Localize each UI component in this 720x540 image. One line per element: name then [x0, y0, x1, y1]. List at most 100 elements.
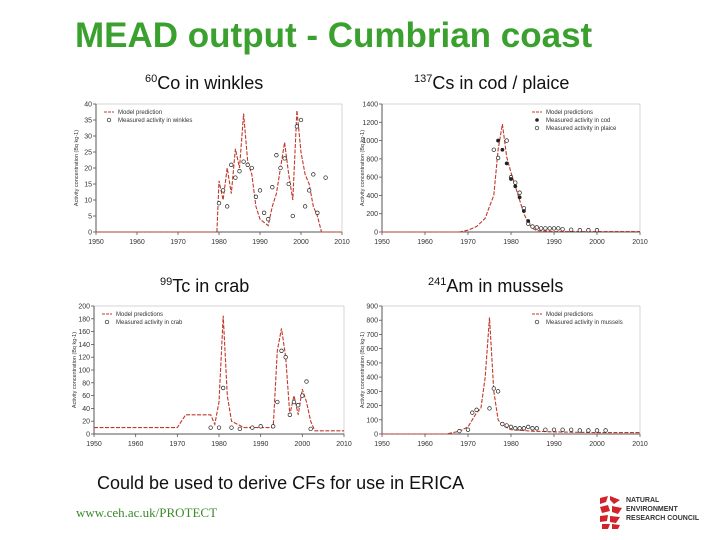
panel-title-am241: 241Am in mussels — [428, 276, 563, 297]
x-tick-label: 1970 — [460, 441, 476, 448]
measured-point — [474, 407, 479, 412]
y-tick-label: 0 — [374, 230, 378, 237]
measured-point — [237, 169, 242, 174]
measured-point — [257, 188, 263, 193]
model-prediction-line — [382, 317, 640, 435]
legend-marker-open — [104, 319, 110, 325]
measured-point — [270, 185, 275, 190]
panel-title-text: Am in mussels — [446, 276, 564, 296]
measured-point-cod — [496, 138, 500, 143]
isotope-mass: 241 — [428, 276, 447, 288]
y-tick-label: 200 — [366, 211, 378, 218]
measured-point — [530, 426, 535, 431]
legend-marker-open — [534, 125, 540, 131]
y-tick-label: 200 — [366, 403, 378, 410]
x-tick-label: 2010 — [334, 239, 350, 246]
measured-point — [216, 425, 222, 430]
y-tick-label: 35 — [84, 118, 92, 125]
x-tick-label: 1970 — [170, 239, 186, 246]
plot-area — [95, 103, 343, 233]
measured-point — [569, 427, 574, 432]
measured-point — [491, 386, 496, 391]
chart-co60: 0 5 10 15 20 25 30 35 40 1950 1960 1970 1980 1990 2000… — [74, 102, 350, 247]
y-tick-label: 0 — [88, 230, 92, 237]
measured-point — [500, 421, 505, 427]
measured-point — [521, 426, 527, 431]
measured-point — [311, 172, 316, 177]
measured-point — [229, 162, 234, 167]
y-tick-label: 140 — [78, 342, 90, 349]
measured-point — [302, 204, 308, 209]
measured-point — [221, 385, 226, 391]
y-tick-label: 0 — [86, 432, 90, 439]
legend-entry: Measured activity in cod — [546, 118, 610, 124]
x-tick-label: 1950 — [374, 239, 390, 246]
measured-point — [323, 175, 328, 180]
y-axis-label: Activity concentration (Bq kg-1) — [360, 130, 366, 206]
logo-line: NATURAL — [626, 497, 660, 504]
legend-entry: Model predictions — [116, 312, 163, 318]
y-tick-label: 300 — [366, 389, 378, 396]
measured-point — [470, 410, 475, 415]
y-tick-label: 400 — [366, 375, 378, 382]
measured-point — [534, 225, 539, 230]
measured-point — [534, 426, 539, 431]
x-tick-label: 1960 — [128, 441, 144, 448]
measured-point — [216, 201, 222, 206]
x-tick-label: 1990 — [546, 441, 562, 448]
y-tick-label: 500 — [366, 360, 378, 367]
y-tick-label: 100 — [78, 368, 90, 375]
plot-area — [381, 103, 641, 233]
x-tick-label: 1980 — [211, 239, 227, 246]
measured-point — [245, 162, 250, 167]
measured-point — [603, 428, 608, 433]
measured-point — [258, 424, 263, 429]
x-tick-label: 2010 — [336, 441, 352, 448]
x-tick-label: 2010 — [632, 239, 648, 246]
measured-point — [551, 427, 557, 432]
legend-entry: Measured activity in mussels — [546, 320, 623, 326]
y-tick-label: 5 — [88, 214, 92, 221]
measured-point — [266, 217, 271, 222]
caption: Could be used to derive CFs for use in E… — [97, 473, 465, 493]
measured-point — [275, 399, 280, 405]
legend-marker-filled — [535, 118, 539, 122]
measured-point — [504, 423, 509, 428]
panel-title-text: Co in winkles — [157, 73, 264, 93]
measured-point — [547, 226, 552, 231]
x-tick-label: 1990 — [253, 441, 269, 448]
x-tick-label: 2000 — [589, 441, 605, 448]
y-tick-label: 40 — [84, 102, 92, 109]
measured-point — [290, 213, 295, 219]
x-tick-label: 1970 — [460, 239, 476, 246]
x-tick-label: 2000 — [293, 239, 309, 246]
measured-point — [577, 428, 582, 433]
measured-point — [283, 355, 288, 360]
y-tick-label: 600 — [366, 175, 378, 182]
y-tick-label: 20 — [84, 166, 92, 173]
measured-point — [504, 138, 509, 143]
y-tick-label: 30 — [84, 134, 92, 141]
measured-point-cod — [517, 195, 522, 200]
measured-point — [315, 210, 320, 215]
plot-area — [93, 305, 345, 435]
y-tick-label: 120 — [78, 355, 90, 362]
x-tick-label: 1990 — [252, 239, 268, 246]
measured-point — [294, 124, 300, 129]
logo-line: RESEARCH COUNCIL — [626, 515, 700, 522]
measured-point-cod — [513, 184, 518, 189]
chart-am241: 0 100 200 300 400 500 600 700 800 900 1950 1960 1970… — [360, 304, 648, 449]
measured-point-cod — [500, 147, 505, 152]
x-tick-label: 2000 — [295, 441, 311, 448]
logo-line: ENVIRONMENT — [626, 506, 678, 513]
legend-marker-open — [534, 319, 540, 325]
measured-point — [278, 165, 283, 171]
measured-point-cod — [526, 219, 531, 223]
measured-point — [287, 412, 292, 417]
footer-url[interactable]: www.ceh.ac.uk/PROTECT — [76, 505, 218, 520]
measured-point-cod — [522, 209, 526, 213]
measured-point — [495, 389, 501, 394]
y-tick-label: 25 — [84, 150, 92, 157]
measured-point — [526, 424, 531, 430]
x-tick-label: 1990 — [546, 239, 562, 246]
